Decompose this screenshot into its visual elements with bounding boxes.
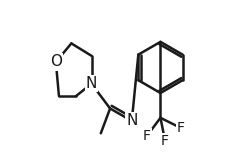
Text: F: F [161,134,169,148]
Text: F: F [177,121,185,135]
Text: N: N [126,113,137,128]
Text: F: F [143,129,150,143]
Text: N: N [86,76,97,91]
Text: O: O [50,55,62,69]
